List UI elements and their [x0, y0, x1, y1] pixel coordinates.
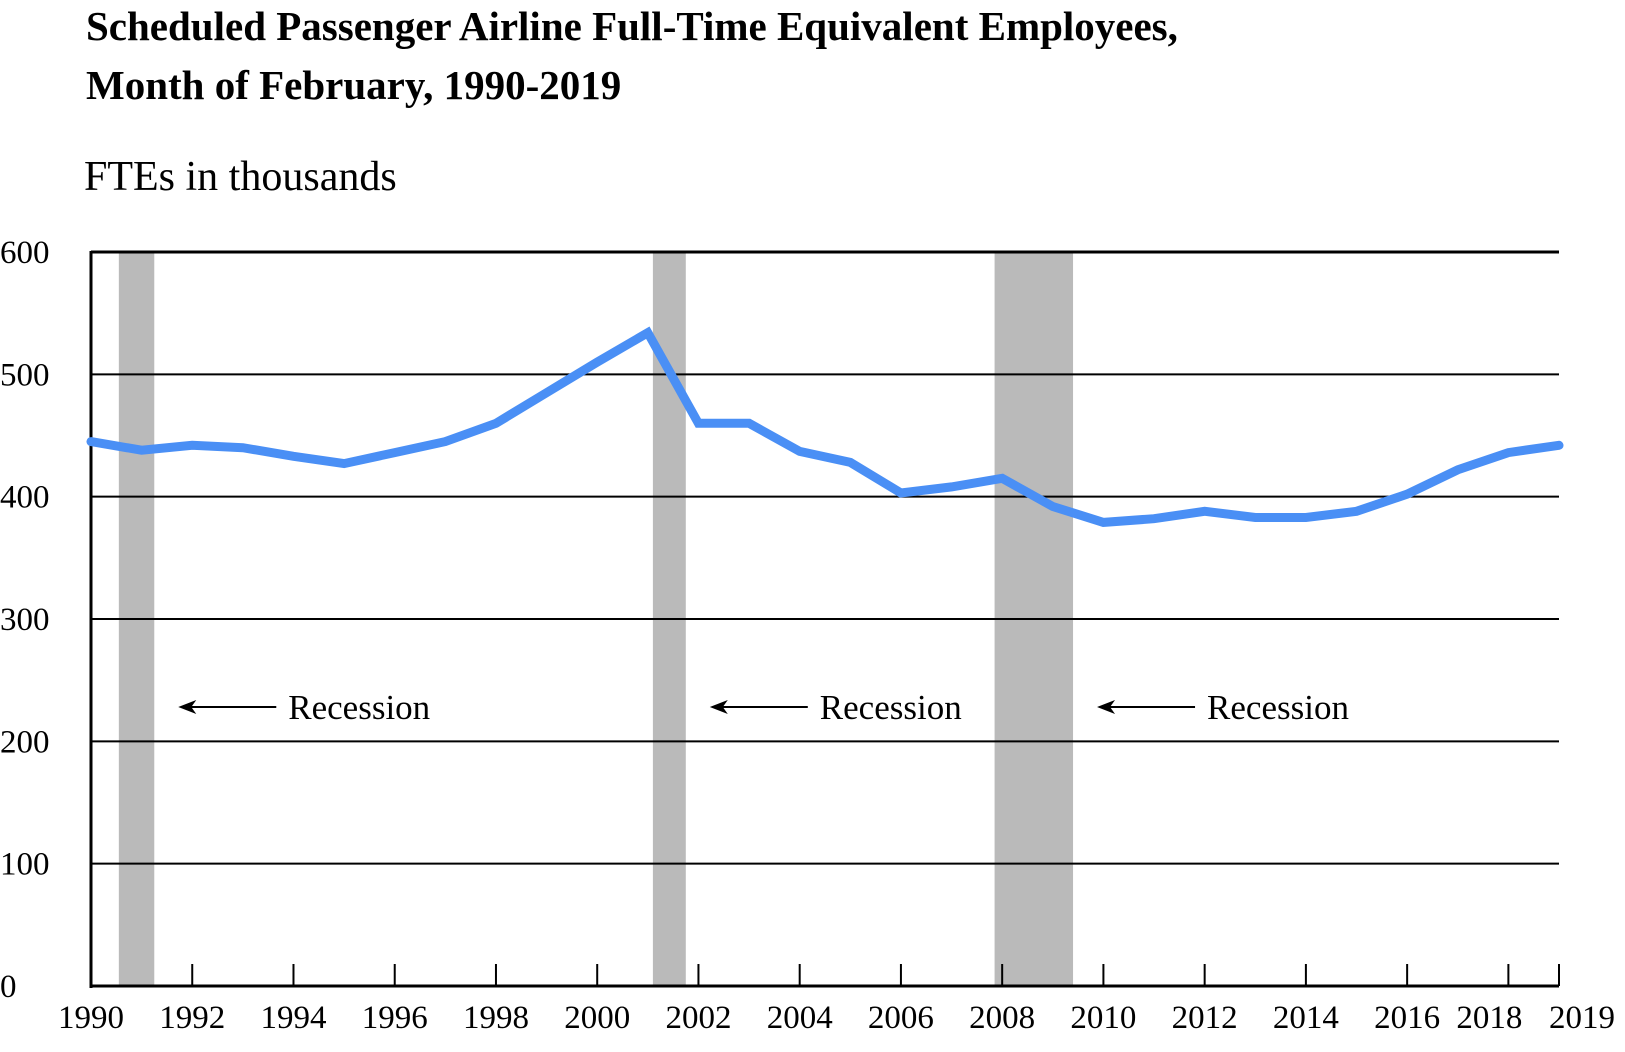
fte-line: [86, 326, 1564, 527]
y-tick-label: 300: [0, 602, 50, 638]
chart-title-line-1: Scheduled Passenger Airline Full-Time Eq…: [86, 3, 1178, 49]
x-tick-label: 2008: [969, 1000, 1035, 1036]
x-tick-label: 1994: [260, 1000, 326, 1036]
x-tick-label: 2010: [1070, 1000, 1136, 1036]
x-tick-label: 2016: [1374, 1000, 1440, 1036]
x-tick-label: 2006: [868, 1000, 934, 1036]
x-tick-label: 1996: [362, 1000, 428, 1036]
y-tick-label: 600: [0, 235, 50, 271]
series-line: [86, 326, 1564, 527]
chart-title-line-2: Month of February, 1990-2019: [86, 62, 621, 108]
arrowhead-icon: [709, 700, 728, 714]
x-tick-label: 1998: [463, 1000, 529, 1036]
x-tick-label: 1990: [58, 1000, 124, 1036]
recession-label-2: Recession: [820, 688, 962, 727]
gridlines: [91, 250, 1559, 865]
axes: 0 100 200 300 400 500 600 1990 1992 1994 1996 1998 2…: [0, 235, 1615, 1036]
recession-label-1: Recession: [288, 688, 430, 727]
x-tick-label: 2002: [665, 1000, 731, 1036]
x-tick-label: 2018: [1456, 1000, 1522, 1036]
y-tick-label: 100: [0, 847, 50, 883]
arrowhead-icon: [178, 700, 197, 714]
y-tick-label: 500: [0, 357, 50, 393]
x-tick-label: 2019: [1549, 1000, 1615, 1036]
x-tick-label: 2004: [767, 1000, 833, 1036]
x-tick-label: 2014: [1273, 1000, 1339, 1036]
x-tick-label: 2000: [564, 1000, 630, 1036]
x-tick-label: 1992: [159, 1000, 225, 1036]
y-tick-label: 200: [0, 724, 50, 760]
y-tick-label: 0: [0, 969, 17, 1005]
y-tick-label: 400: [0, 480, 50, 516]
arrowhead-icon: [1097, 700, 1116, 714]
x-tick-label: 2012: [1172, 1000, 1238, 1036]
chart-subtitle: FTEs in thousands: [84, 154, 397, 200]
recession-annotations: Recession Recession Recession: [178, 688, 1349, 727]
recession-label-3: Recession: [1207, 688, 1349, 727]
